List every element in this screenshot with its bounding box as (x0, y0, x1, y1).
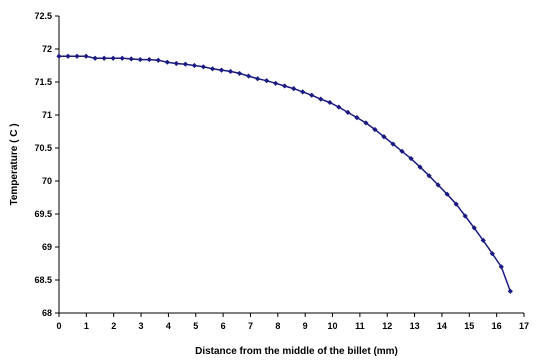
data-point-marker (119, 55, 125, 61)
x-tick-label: 17 (519, 321, 529, 331)
data-point-marker (92, 55, 98, 61)
data-point-marker (498, 264, 504, 270)
series-layer (56, 53, 513, 294)
data-point-marker (453, 201, 459, 207)
data-point-marker (408, 155, 414, 162)
data-point-marker (56, 53, 62, 59)
data-point-marker (282, 83, 288, 89)
x-tick-label: 6 (221, 321, 226, 331)
x-tick-label: 15 (464, 321, 474, 331)
data-point-marker (273, 80, 279, 86)
y-tick-label: 68 (42, 308, 52, 318)
data-point-marker (444, 191, 450, 197)
data-point-marker (101, 55, 107, 61)
y-tick-label: 72 (42, 44, 52, 54)
x-axis-ticks: 0 1 2 3 4 5 6 7 8 9 10 11 12 13 14 15 16 17 (56, 313, 529, 331)
data-point-marker (254, 76, 261, 82)
y-tick-label: 69.5 (34, 209, 52, 219)
plot-area (58, 16, 524, 314)
data-point-marker (417, 164, 423, 170)
x-tick-label: 10 (328, 321, 338, 331)
x-tick-label: 7 (248, 321, 253, 331)
data-point-marker (227, 68, 234, 75)
data-point-marker (65, 53, 71, 59)
data-point-marker (173, 60, 179, 67)
data-point-marker (264, 78, 270, 84)
x-tick-label: 11 (355, 321, 365, 331)
data-point-marker (164, 59, 170, 65)
data-point-marker (155, 57, 161, 63)
data-point-marker (426, 173, 432, 179)
data-point-marker (137, 56, 143, 63)
x-tick-label: 2 (111, 321, 116, 331)
data-point-marker (471, 225, 477, 231)
data-point-marker (245, 73, 252, 79)
x-axis-title: Distance from the middle of the billet (… (195, 346, 398, 357)
x-tick-label: 8 (275, 321, 280, 331)
data-point-marker (209, 66, 216, 72)
x-tick-label: 16 (492, 321, 502, 331)
data-point-marker (327, 99, 333, 106)
x-tick-label: 1 (84, 321, 89, 331)
data-point-marker (309, 92, 315, 98)
data-point-marker (372, 126, 378, 133)
data-point-marker (318, 96, 324, 102)
x-tick-label: 12 (382, 321, 392, 331)
y-tick-label: 71 (42, 110, 52, 120)
data-point-marker (390, 141, 396, 147)
series-line (59, 55, 512, 292)
data-point-marker (291, 86, 297, 92)
x-tick-label: 4 (166, 321, 171, 331)
data-point-marker (489, 251, 495, 257)
y-tick-label: 70 (42, 176, 52, 186)
data-point-marker (200, 64, 207, 70)
data-point-marker (191, 62, 197, 69)
data-point-marker (345, 109, 351, 115)
data-point-marker (146, 56, 152, 63)
y-tick-label: 70.5 (34, 143, 52, 153)
data-point-marker (218, 67, 225, 73)
x-tick-label: 9 (303, 321, 308, 331)
y-tick-label: 69 (42, 242, 52, 252)
data-point-marker (74, 53, 80, 59)
data-point-marker (236, 70, 243, 77)
x-tick-label: 14 (437, 321, 447, 331)
data-point-marker (435, 182, 441, 188)
data-point-marker (110, 55, 116, 61)
y-tick-label: 72.5 (34, 11, 52, 21)
data-point-marker (83, 53, 89, 59)
x-tick-label: 3 (139, 321, 144, 331)
data-point-marker (354, 115, 360, 121)
y-axis-ticks: 68 68.5 69 69.5 70 70.5 71 71.5 72 72.5 (34, 11, 59, 318)
y-tick-label: 71.5 (34, 77, 52, 87)
x-tick-label: 13 (410, 321, 420, 331)
data-point-marker (336, 104, 342, 110)
data-point-marker (507, 288, 513, 294)
data-point-marker (363, 120, 369, 126)
data-point-marker (300, 89, 306, 95)
data-point-marker (128, 56, 134, 62)
y-tick-label: 68.5 (34, 275, 52, 285)
x-tick-label: 0 (56, 321, 61, 331)
data-point-marker (399, 148, 405, 154)
data-point-marker (462, 213, 468, 219)
data-point-marker (381, 134, 387, 140)
y-axis-title: Temperature ( C ) (9, 123, 20, 205)
x-tick-label: 5 (193, 321, 198, 331)
data-point-marker (182, 61, 188, 67)
data-point-marker (480, 237, 486, 243)
